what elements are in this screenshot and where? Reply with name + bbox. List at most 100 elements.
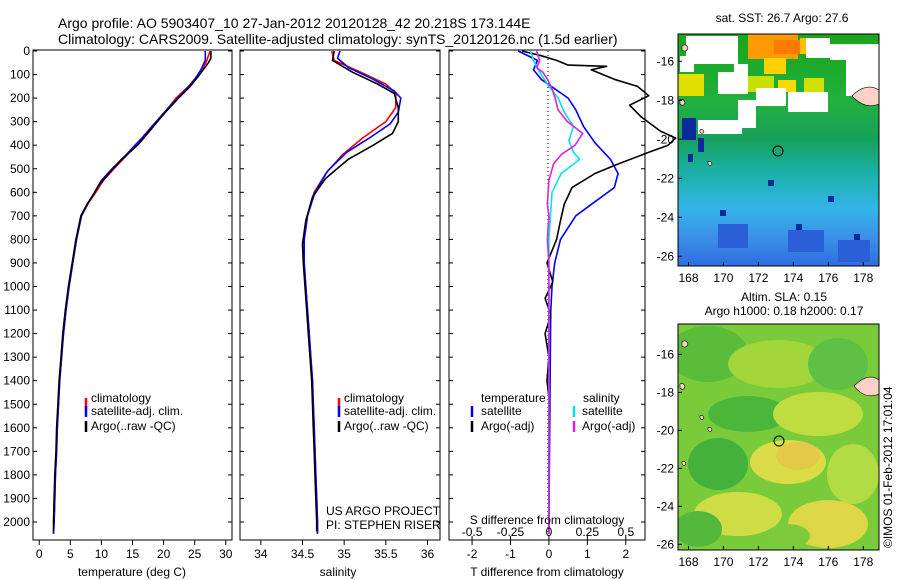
x-tick-label: 1 xyxy=(584,547,591,561)
series-argo-raw-qc-line xyxy=(52,51,212,532)
series-temperature-argo-adj-line xyxy=(521,50,677,534)
series-salinity-satellite-line xyxy=(529,50,581,534)
y-tick-label: 400 xyxy=(10,138,30,152)
legend-satellite-label: satellite-adj. clim. xyxy=(91,404,183,418)
lon-tick-label: 174 xyxy=(783,271,803,285)
salinity-plot-frame xyxy=(239,49,441,541)
series-temperature-satellite-line xyxy=(517,50,619,534)
series-climatology-line xyxy=(52,50,211,534)
y-tick-label: 300 xyxy=(10,115,30,129)
y-tick-label: 1200 xyxy=(3,327,30,341)
lon-tick-label: 178 xyxy=(853,271,873,285)
salinity-x-tick-label: 0.25 xyxy=(576,525,600,539)
lon-tick-label: 170 xyxy=(713,271,733,285)
y-tick-label: 1300 xyxy=(3,350,30,364)
y-tick-label: 700 xyxy=(10,209,30,223)
sst-blue-patches xyxy=(718,224,870,262)
figure-title-line2: Climatology: CARS2009. Satellite-adjuste… xyxy=(58,31,618,47)
x-tick-label: 0 xyxy=(546,547,553,561)
lon-tick-label: 176 xyxy=(818,271,838,285)
salinity-xlabel: salinity xyxy=(320,565,357,579)
y-tick-label: 100 xyxy=(10,68,30,82)
legend-temp-argo-label: Argo(-adj) xyxy=(481,419,534,433)
temperature-plot-frame xyxy=(32,49,233,541)
series-argo-raw-qc-line xyxy=(301,50,400,532)
x-tick-label: 35 xyxy=(337,547,351,561)
x-tick-label: 10 xyxy=(95,547,109,561)
sla-map-title-line2: Argo h1000: 0.18 h2000: 0.17 xyxy=(705,304,864,318)
y-tick-label: 0 xyxy=(23,44,30,58)
sst-map-panel: sat. SST: 26.7 Argo: 27.6 xyxy=(657,11,880,285)
y-tick-label: 2000 xyxy=(3,515,30,529)
salinity-x-tick-label: -0.25 xyxy=(497,525,525,539)
difference-panel: -2 -1 0 1 2 -0.5 -0.25 0 0.25 0.5 T difference fr… xyxy=(448,49,677,579)
legend-climatology-label: climatology xyxy=(344,391,404,405)
sst-islands xyxy=(679,44,879,166)
legend-climatology-label: climatology xyxy=(91,391,151,405)
y-tick-label: 1000 xyxy=(3,280,30,294)
sla-map-title-line1: Altim. SLA: 0.15 xyxy=(741,290,827,304)
x-tick-label: 34.5 xyxy=(291,547,315,561)
y-tick-label: 900 xyxy=(10,256,30,270)
x-tick-label: 2 xyxy=(622,547,629,561)
project-annotation-line1: US ARGO PROJECT xyxy=(326,504,441,518)
y-tick-label: 1600 xyxy=(3,421,30,435)
x-tick-label: 35.5 xyxy=(374,547,398,561)
x-tick-label: 36 xyxy=(421,547,435,561)
lon-tick-label: 176 xyxy=(818,555,838,569)
x-tick-label: -1 xyxy=(505,547,516,561)
y-tick-label: 600 xyxy=(10,185,30,199)
temperature-xlabel: temperature (deg C) xyxy=(78,565,186,579)
sst-cold-pixels xyxy=(682,118,860,248)
lat-tick-label: -24 xyxy=(657,210,675,224)
lon-tick-label: 172 xyxy=(748,271,768,285)
lon-tick-label: 172 xyxy=(748,555,768,569)
lon-tick-label: 168 xyxy=(678,555,698,569)
sst-map-image xyxy=(678,34,879,266)
lat-tick-label: -22 xyxy=(657,461,675,475)
lat-tick-label: -22 xyxy=(657,171,675,185)
difference-xlabel-salinity: S difference from climatology xyxy=(470,513,625,527)
x-tick-label: 20 xyxy=(157,547,171,561)
x-tick-label: 5 xyxy=(67,547,74,561)
series-satellite-adj-clim-line xyxy=(52,51,207,534)
x-tick-label: 0 xyxy=(36,547,43,561)
lon-tick-label: 174 xyxy=(783,555,803,569)
argo-float-marker xyxy=(773,435,785,447)
lon-tick-label: 178 xyxy=(853,555,873,569)
lat-tick-label: -16 xyxy=(657,54,675,68)
legend-sal-argo-label: Argo(-adj) xyxy=(582,419,635,433)
salinity-x-tick-label: 0 xyxy=(546,525,553,539)
lat-tick-label: -16 xyxy=(657,347,675,361)
x-tick-label: 30 xyxy=(219,547,233,561)
lat-tick-label: -20 xyxy=(657,132,675,146)
sla-islands xyxy=(679,340,879,466)
x-tick-label: -2 xyxy=(467,547,478,561)
lon-tick-label: 168 xyxy=(678,271,698,285)
lat-tick-label: -26 xyxy=(657,249,675,263)
difference-plot-frame xyxy=(448,49,646,541)
sst-cloud-gaps xyxy=(680,36,879,134)
difference-legend: temperature salinity satellite Argo(-adj… xyxy=(470,391,635,433)
legend-sal-satellite-label: satellite xyxy=(582,404,623,418)
y-tick-label: 200 xyxy=(10,91,30,105)
lat-tick-label: -24 xyxy=(657,499,675,513)
salinity-x-tick-label: 0.5 xyxy=(617,525,634,539)
sla-map-image xyxy=(678,324,879,550)
x-tick-label: 34 xyxy=(254,547,268,561)
x-tick-label: 15 xyxy=(126,547,140,561)
salinity-panel: 34 34.5 35 35.5 36 salinity climatology sate… xyxy=(239,49,441,579)
sst-map-frame xyxy=(677,33,880,267)
figure-title-line1: Argo profile: AO 5903407_10 27-Jan-2012 … xyxy=(58,15,531,31)
lat-tick-label: -20 xyxy=(657,423,675,437)
legend-temp-satellite-label: satellite xyxy=(481,404,522,418)
argo-float-marker xyxy=(772,145,784,157)
legend-temperature-title: temperature xyxy=(481,391,546,405)
y-tick-label: 1900 xyxy=(3,491,30,505)
series-satellite-adj-clim-line xyxy=(303,50,402,534)
difference-xlabel-temperature: T difference from climatology xyxy=(470,565,624,579)
y-tick-label: 1100 xyxy=(4,303,30,317)
x-tick-label: 25 xyxy=(188,547,202,561)
sla-map-panel: Altim. SLA: 0.15 Argo h1000: 0.18 h2000:… xyxy=(657,290,880,569)
